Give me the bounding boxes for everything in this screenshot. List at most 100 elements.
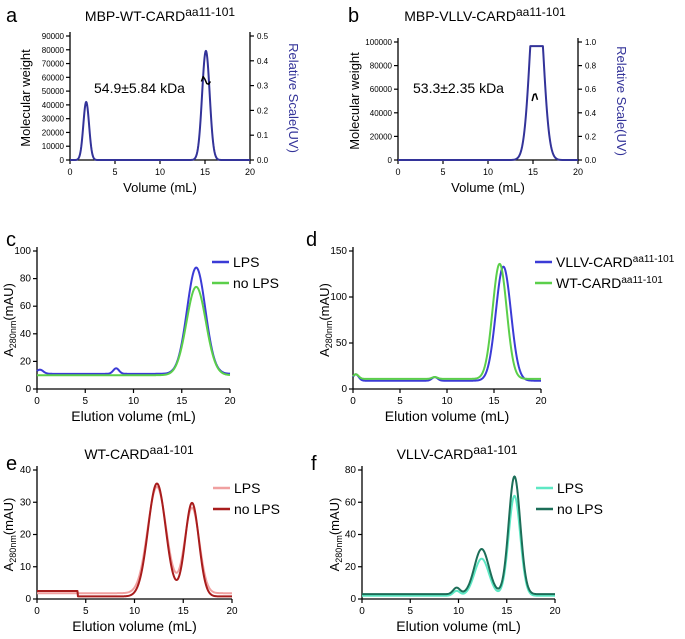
y-right-tick-label-b-1: 0.2 bbox=[585, 132, 597, 141]
y-tick-label-f-0: 0 bbox=[350, 594, 356, 605]
y-tick-label-f-2: 40 bbox=[345, 530, 357, 541]
y-tick-label-e-2: 20 bbox=[20, 530, 32, 541]
y-axis-label-f: A280nm(mAU) bbox=[327, 498, 344, 572]
y-tick-label-c-3: 60 bbox=[20, 301, 32, 312]
x-tick-label-b-3: 15 bbox=[528, 167, 538, 177]
y-axis-label-b: Molecular weight bbox=[347, 52, 362, 150]
y-right-tick-label-a-2: 0.2 bbox=[257, 106, 269, 115]
series-line-f-no-lps bbox=[361, 475, 556, 596]
y-tick-label-b-2: 40000 bbox=[370, 109, 393, 118]
y-right-tick-label-b-4: 0.8 bbox=[585, 62, 597, 71]
x-tick-label-c-0: 0 bbox=[34, 396, 40, 407]
series-line-b-mw bbox=[531, 93, 539, 102]
y-tick-label-e-4: 40 bbox=[20, 465, 32, 476]
y-tick-label-a-8: 80000 bbox=[42, 46, 65, 55]
y-right-tick-label-b-3: 0.6 bbox=[585, 85, 597, 94]
legend-label-d-0: VLLV-CARDaa11-101 bbox=[556, 254, 675, 270]
y-tick-label-a-6: 60000 bbox=[42, 73, 65, 82]
series-line-c-no-lps bbox=[36, 285, 231, 377]
legend-label-d-1: WT-CARDaa11-101 bbox=[556, 275, 663, 291]
x-tick-label-c-3: 15 bbox=[176, 396, 188, 407]
annotation-a: 54.9±5.84 kDa bbox=[94, 80, 185, 96]
panel-label-d: d bbox=[306, 229, 317, 251]
y-tick-label-a-7: 70000 bbox=[42, 60, 65, 69]
series-line-c-lps bbox=[36, 266, 231, 375]
series-line-b-uv bbox=[397, 45, 579, 161]
chart-panel-a: a MBP-WT-CARDaa11-101 0 5 10 15 20 0 10000 20000 3… bbox=[6, 5, 301, 195]
x-axis-label-c: Elution volume (mL) bbox=[71, 408, 196, 424]
chart-panel-d: d 0 5 10 15 20 0 50 100 150 Elution volume (mL) A28… bbox=[306, 229, 675, 424]
y-tick-label-c-1: 20 bbox=[20, 356, 32, 367]
y-tick-label-a-1: 10000 bbox=[42, 142, 65, 151]
y-right-tick-label-a-1: 0.1 bbox=[257, 131, 269, 140]
chart-title-a: MBP-WT-CARDaa11-101 bbox=[85, 5, 235, 24]
x-tick-label-b-0: 0 bbox=[395, 167, 400, 177]
y-tick-label-b-4: 80000 bbox=[370, 62, 393, 71]
legend-label-c-1: no LPS bbox=[233, 275, 279, 291]
y-tick-label-b-3: 60000 bbox=[370, 85, 393, 94]
y-tick-label-c-2: 40 bbox=[20, 329, 32, 340]
legend-label-f-1: no LPS bbox=[557, 501, 603, 517]
y-axis-label-a: Molecular weight bbox=[18, 49, 33, 147]
y-tick-label-d-0: 0 bbox=[341, 384, 347, 395]
y-right-tick-label-a-0: 0.0 bbox=[257, 156, 269, 165]
y-tick-label-a-4: 40000 bbox=[42, 101, 65, 110]
y-tick-label-b-0: 0 bbox=[388, 156, 393, 165]
y-axis-label-e: A280nm(mAU) bbox=[1, 498, 18, 572]
series-line-d-wt-card bbox=[352, 262, 542, 380]
y-tick-label-a-0: 0 bbox=[60, 156, 65, 165]
panel-label-e: e bbox=[6, 453, 17, 475]
series-line-e-lps bbox=[36, 485, 233, 595]
y-tick-label-f-3: 60 bbox=[345, 497, 357, 508]
x-tick-label-f-2: 10 bbox=[453, 606, 465, 617]
y-tick-label-d-3: 150 bbox=[330, 246, 347, 257]
x-tick-label-c-2: 10 bbox=[128, 396, 140, 407]
legend-label-f-0: LPS bbox=[557, 480, 583, 496]
x-tick-label-e-2: 10 bbox=[129, 606, 141, 617]
x-axis-label-a: Volume (mL) bbox=[123, 180, 197, 195]
x-tick-label-b-4: 20 bbox=[573, 167, 583, 177]
y-right-tick-label-a-3: 0.3 bbox=[257, 82, 269, 91]
panel-label-f: f bbox=[311, 453, 317, 475]
series-line-a-mw bbox=[200, 75, 212, 85]
x-tick-label-d-3: 15 bbox=[488, 396, 500, 407]
y-tick-label-a-9: 90000 bbox=[42, 32, 65, 41]
y-tick-label-e-1: 10 bbox=[20, 562, 32, 573]
x-tick-label-f-1: 5 bbox=[407, 606, 413, 617]
series-line-a-uv bbox=[69, 49, 251, 161]
y-right-tick-label-a-5: 0.5 bbox=[257, 32, 269, 41]
legend-label-c-0: LPS bbox=[233, 254, 259, 270]
chart-panel-f: f VLLV-CARDaa1-101 0 5 10 15 20 0 20 40 60 80 Elutio… bbox=[311, 443, 603, 634]
panel-label-c: c bbox=[6, 229, 16, 251]
x-tick-label-f-4: 20 bbox=[549, 606, 561, 617]
y-tick-label-c-5: 100 bbox=[14, 246, 31, 257]
y-axis-label-c: A280nm(mAU) bbox=[1, 283, 18, 357]
x-tick-label-d-4: 20 bbox=[535, 396, 547, 407]
legend-label-e-0: LPS bbox=[234, 480, 260, 496]
chart-title-f: VLLV-CARDaa1-101 bbox=[397, 443, 518, 462]
x-axis-label-e: Elution volume (mL) bbox=[72, 618, 197, 634]
y-tick-label-c-4: 80 bbox=[20, 274, 32, 285]
x-tick-label-d-1: 5 bbox=[397, 396, 403, 407]
chart-title-b: MBP-VLLV-CARDaa11-101 bbox=[404, 5, 566, 24]
x-tick-label-f-3: 15 bbox=[501, 606, 513, 617]
x-tick-label-e-3: 15 bbox=[178, 606, 190, 617]
y-tick-label-b-1: 20000 bbox=[370, 132, 393, 141]
x-tick-label-e-1: 5 bbox=[83, 606, 89, 617]
y-tick-label-e-3: 30 bbox=[20, 497, 32, 508]
x-tick-label-e-4: 20 bbox=[226, 606, 238, 617]
y-tick-label-a-2: 20000 bbox=[42, 128, 65, 137]
chart-panel-c: c 0 5 10 15 20 0 20 40 60 80 100 Elution volume (mL)… bbox=[1, 229, 279, 424]
series-line-e-no-lps bbox=[36, 482, 233, 598]
x-tick-label-c-1: 5 bbox=[82, 396, 88, 407]
y-right-tick-label-b-0: 0.0 bbox=[585, 156, 597, 165]
y-tick-label-f-1: 20 bbox=[345, 562, 357, 573]
x-tick-label-a-2: 10 bbox=[155, 167, 165, 177]
x-axis-label-f: Elution volume (mL) bbox=[396, 618, 521, 634]
x-tick-label-b-2: 10 bbox=[483, 167, 493, 177]
y-tick-label-d-1: 50 bbox=[336, 338, 348, 349]
y-tick-label-e-0: 0 bbox=[25, 594, 31, 605]
y-axis-label-right-b: Relative Scale(UV) bbox=[614, 46, 629, 156]
x-tick-label-b-1: 5 bbox=[440, 167, 445, 177]
